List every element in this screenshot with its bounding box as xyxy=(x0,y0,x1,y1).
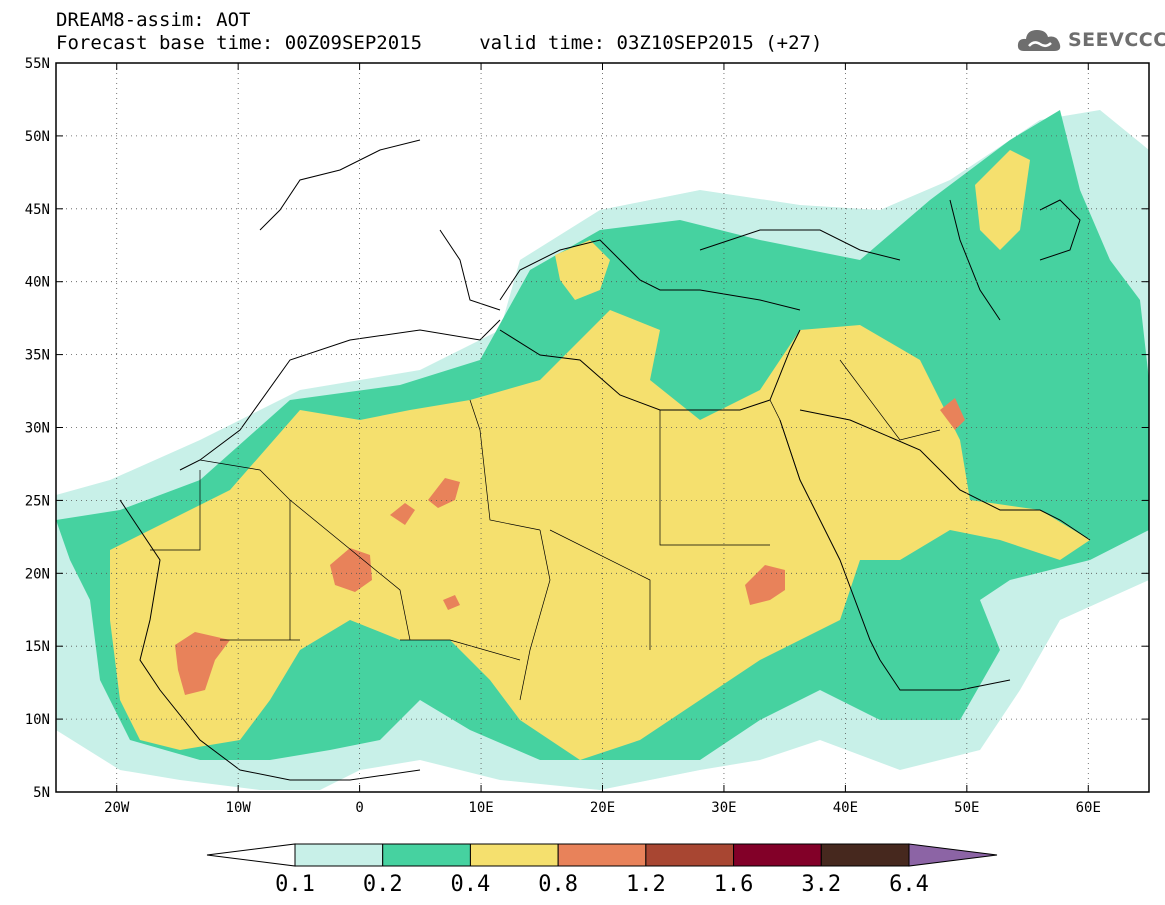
aot-contour-0.4-balkans xyxy=(555,240,610,300)
forecast-time-line: Forecast base time: 00Z09SEP2015 valid t… xyxy=(56,32,823,54)
lon-tick-label: 20E xyxy=(590,800,615,816)
lon-tick-label: 30E xyxy=(711,800,736,816)
aot-contour-0.8-3 xyxy=(390,503,415,525)
lat-tick-label: 35N xyxy=(25,348,50,364)
aot-contour-0.4 xyxy=(110,310,1090,760)
colorbar-max-triangle xyxy=(908,843,998,867)
cloud-logo-icon xyxy=(1017,30,1061,51)
logo-text: SEEVCCC xyxy=(1068,29,1165,51)
colorbar-label: 3.2 xyxy=(801,872,842,897)
lat-tick-label: 50N xyxy=(25,129,50,145)
lat-tick-label: 10N xyxy=(25,712,50,728)
country-borders xyxy=(150,359,941,701)
lat-tick-label: 20N xyxy=(25,566,50,582)
lon-tick-label: 10W xyxy=(226,800,252,816)
colorbar xyxy=(206,843,998,867)
lat-tick-label: 45N xyxy=(25,202,50,218)
axis-ticks: 20W 10W 0 10E 20E 30E 40E 50E 60E 55N 50N 45N 40N 35N… xyxy=(25,56,1149,816)
map-title: DREAM8-assim: AOT xyxy=(56,9,251,31)
coastlines xyxy=(119,139,1091,781)
colorbar-box xyxy=(733,843,822,867)
colorbar-box xyxy=(294,843,384,867)
aot-field xyxy=(56,63,1149,792)
lon-tick-label: 20W xyxy=(104,800,130,816)
aot-contour-0.8-7 xyxy=(443,595,460,610)
colorbar-box xyxy=(469,843,559,867)
colorbar-min-triangle xyxy=(206,843,296,867)
lon-tick-label: 10E xyxy=(468,800,493,816)
aot-contour-0.8-5 xyxy=(175,632,230,695)
aot-contour-0.8-1 xyxy=(330,548,372,592)
colorbar-box xyxy=(820,843,910,867)
colorbar-label: 0.1 xyxy=(275,872,315,897)
colorbar-label: 0.4 xyxy=(450,872,491,897)
colorbar-label: 6.4 xyxy=(889,872,929,897)
lat-tick-label: 5N xyxy=(33,785,50,801)
colorbar-box xyxy=(557,843,647,867)
lon-tick-label: 50E xyxy=(954,800,979,816)
aot-contour-0.8-4 xyxy=(745,565,785,605)
colorbar-label: 0.2 xyxy=(362,872,403,897)
aot-contour-0.8-6 xyxy=(940,398,965,430)
seevccc-logo: SEEVCCC xyxy=(1016,22,1165,58)
colorbar-label: 1.6 xyxy=(713,872,754,897)
lat-tick-label: 55N xyxy=(25,56,50,72)
lon-tick-label: 0 xyxy=(355,800,363,816)
colorbar-box xyxy=(645,843,735,867)
lon-tick-label: 40E xyxy=(833,800,858,816)
map-gridlines xyxy=(56,63,1149,792)
lat-tick-label: 25N xyxy=(25,493,50,509)
aot-contour-0.4-north xyxy=(975,150,1030,250)
lat-tick-label: 30N xyxy=(25,421,50,437)
colorbar-label: 1.2 xyxy=(625,872,666,897)
colorbar-box xyxy=(382,843,471,867)
lat-tick-label: 40N xyxy=(25,275,50,291)
colorbar-label: 0.8 xyxy=(538,872,579,897)
lon-tick-label: 60E xyxy=(1076,800,1101,816)
lat-tick-label: 15N xyxy=(25,639,50,655)
